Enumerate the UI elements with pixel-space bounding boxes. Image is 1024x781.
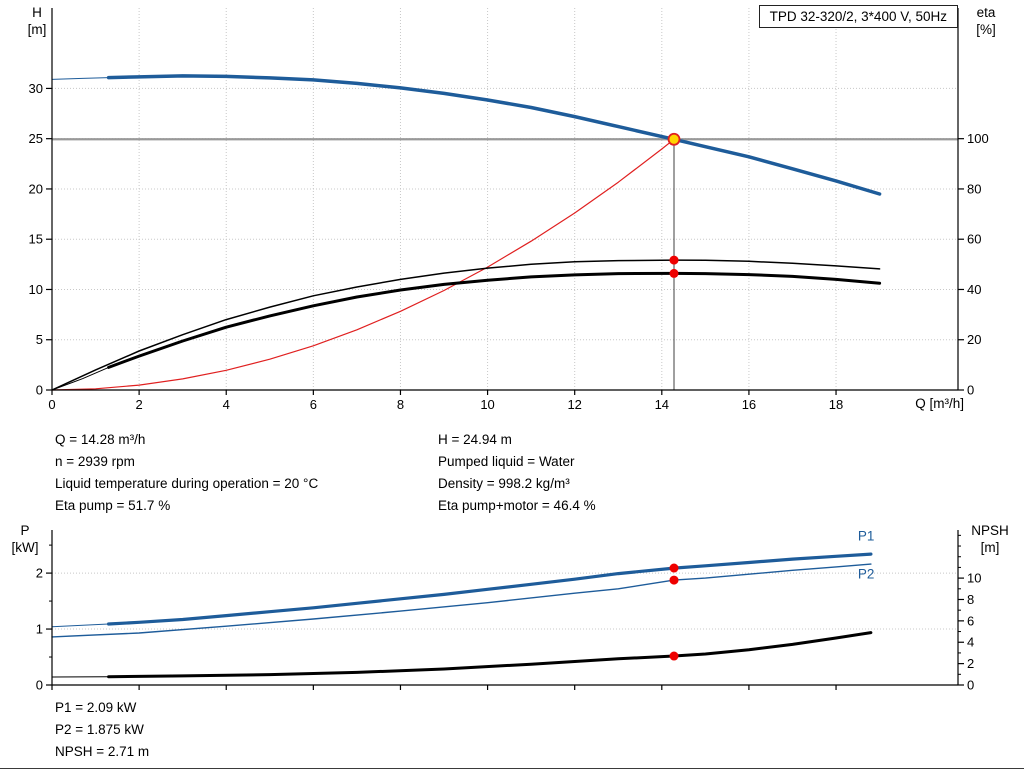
h-axis-title: H [m]	[18, 4, 56, 38]
npsh-axis-title: NPSH [m]	[962, 522, 1018, 556]
info-line-p2: P2 = 1.875 kW	[55, 722, 144, 737]
svg-text:2: 2	[36, 566, 43, 581]
duty-info-right: H = 24.94 m Pumped liquid = Water Densit…	[438, 429, 596, 517]
svg-text:18: 18	[829, 397, 843, 412]
npsh-axis-title-symbol: NPSH	[971, 523, 1009, 538]
eta-axis-title: eta [%]	[964, 4, 1008, 38]
svg-text:10: 10	[29, 282, 43, 297]
svg-text:10: 10	[967, 571, 981, 586]
q-axis-title: Q [m³/h]	[915, 396, 964, 411]
svg-text:15: 15	[29, 232, 43, 247]
svg-text:100: 100	[967, 131, 989, 146]
svg-text:60: 60	[967, 232, 981, 247]
svg-text:P2: P2	[858, 567, 875, 582]
pump-title-box: TPD 32-320/2, 3*400 V, 50Hz	[758, 5, 958, 28]
svg-text:8: 8	[397, 397, 404, 412]
svg-text:14: 14	[655, 397, 669, 412]
svg-text:6: 6	[310, 397, 317, 412]
svg-text:5: 5	[36, 332, 43, 347]
eta-axis-title-unit: [%]	[976, 22, 996, 37]
eta-axis-title-symbol: eta	[976, 5, 996, 20]
svg-text:2: 2	[967, 656, 974, 671]
svg-text:10: 10	[480, 397, 494, 412]
svg-text:8: 8	[967, 592, 974, 607]
svg-text:16: 16	[742, 397, 756, 412]
svg-text:4: 4	[223, 397, 230, 412]
power-info: P1 = 2.09 kW P2 = 1.875 kW NPSH = 2.71 m	[55, 697, 149, 763]
info-line-speed: n = 2939 rpm	[55, 454, 135, 469]
duty-info-left: Q = 14.28 m³/h n = 2939 rpm Liquid tempe…	[55, 429, 318, 517]
info-line-npsh: NPSH = 2.71 m	[55, 744, 150, 759]
svg-text:40: 40	[967, 282, 981, 297]
svg-text:25: 25	[29, 131, 43, 146]
svg-text:12: 12	[567, 397, 581, 412]
info-line-eta-total: Eta pump+motor = 46.4 %	[438, 498, 596, 513]
svg-text:0: 0	[36, 678, 43, 693]
svg-text:6: 6	[967, 613, 974, 628]
svg-text:20: 20	[29, 181, 43, 196]
p-axis-title: P [kW]	[4, 522, 46, 556]
info-line-temperature: Liquid temperature during operation = 20…	[55, 476, 319, 491]
svg-text:1: 1	[36, 622, 43, 637]
npsh-axis-title-unit: [m]	[980, 540, 1000, 555]
bottom-divider	[0, 768, 1024, 769]
hq-eta-chart: 0 5 10 15 20 25 30 0 20 40 60 80 100 0 2 4 6 8 10 12 14 16 18	[29, 8, 989, 412]
svg-text:2: 2	[135, 397, 142, 412]
info-line-q: Q = 14.28 m³/h	[55, 432, 146, 447]
info-line-density: Density = 998.2 kg/m³	[438, 476, 570, 491]
p-axis-title-symbol: P	[20, 523, 30, 538]
svg-text:0: 0	[36, 383, 43, 398]
svg-text:P1: P1	[858, 529, 875, 544]
info-line-head: H = 24.94 m	[438, 432, 512, 447]
info-line-p1: P1 = 2.09 kW	[55, 700, 137, 715]
power-npsh-chart: 0 1 2 0 2 4 6 8 10 P1 P2	[36, 529, 982, 693]
info-line-eta-pump: Eta pump = 51.7 %	[55, 498, 171, 513]
svg-text:30: 30	[29, 81, 43, 96]
svg-text:0: 0	[48, 397, 55, 412]
svg-text:20: 20	[967, 332, 981, 347]
h-axis-title-unit: [m]	[27, 22, 47, 37]
p-axis-title-unit: [kW]	[11, 540, 39, 555]
svg-text:0: 0	[967, 383, 974, 398]
svg-text:0: 0	[967, 678, 974, 693]
svg-text:80: 80	[967, 181, 981, 196]
info-line-liquid: Pumped liquid = Water	[438, 454, 575, 469]
svg-text:4: 4	[967, 635, 974, 650]
h-axis-title-symbol: H	[32, 5, 42, 20]
